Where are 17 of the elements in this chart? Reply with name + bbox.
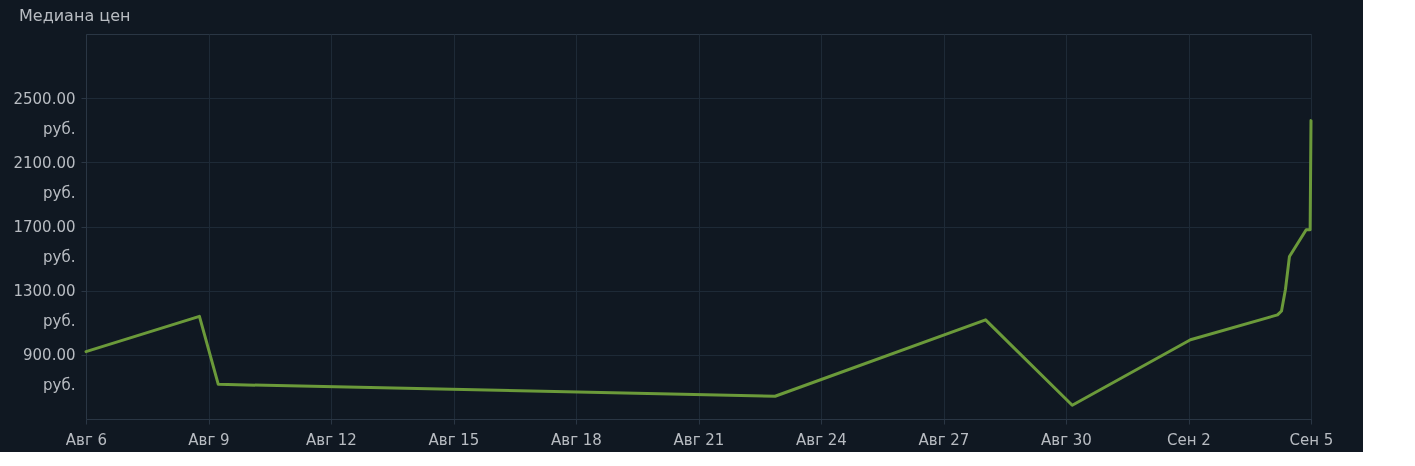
x-tick-label: Авг 6 [65, 430, 108, 449]
x-tick-label: Авг 21 [673, 430, 725, 449]
x-tick-label: Авг 30 [1041, 430, 1092, 449]
x-tick-label: Авг 18 [551, 430, 602, 449]
y-tick-label: 900.00 руб. [23, 346, 76, 395]
x-tick-label: Сен 2 [1167, 430, 1211, 449]
x-tick-label: Авг 12 [306, 430, 357, 449]
x-tick-label: Авг 9 [188, 430, 230, 449]
y-tick-label: 2500.00 руб. [13, 89, 76, 138]
x-tick-label: Сен 5 [1289, 430, 1334, 449]
chart-title: Медиана цен [19, 6, 131, 25]
x-tick-label: Авг 15 [428, 430, 480, 449]
y-tick-label: 2100.00 руб. [13, 153, 76, 202]
y-tick-label: 1300.00 руб. [13, 282, 76, 331]
x-tick-label: Авг 27 [918, 430, 970, 449]
y-tick-label: 1700.00 руб. [13, 218, 76, 266]
x-tick-label: Авг 24 [796, 430, 847, 449]
